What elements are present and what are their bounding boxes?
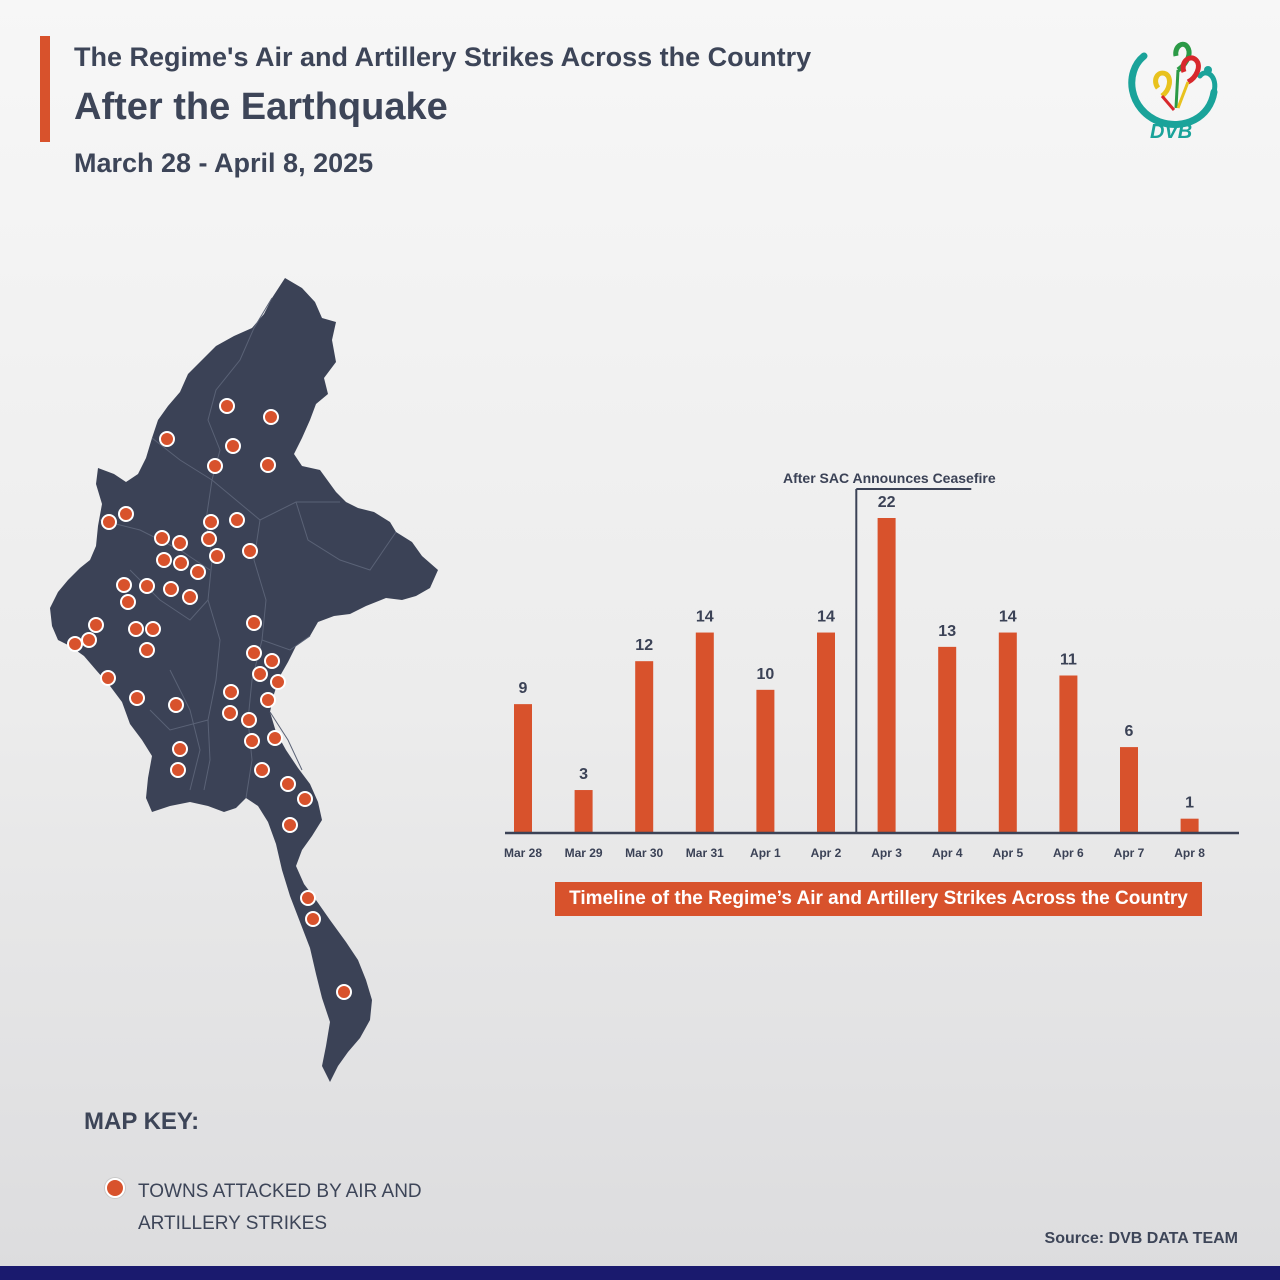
bar-apr-4 [938, 646, 957, 833]
value-label-mar-30: 12 [635, 637, 653, 654]
value-label-apr-1: 10 [757, 666, 775, 683]
tick-label-apr-7: Apr 7 [1114, 846, 1145, 860]
tick-label-mar-28: Mar 28 [504, 846, 542, 860]
tick-label-apr-6: Apr 6 [1053, 846, 1084, 860]
myanmar-map [50, 278, 438, 1082]
value-label-apr-3: 22 [878, 494, 896, 511]
map-key-marker-icon [105, 1178, 125, 1198]
tick-label-mar-31: Mar 31 [686, 846, 724, 860]
tick-label-apr-4: Apr 4 [932, 846, 963, 860]
bar-apr-5 [998, 632, 1017, 833]
source-credit: Source: DVB DATA TEAM [1044, 1230, 1238, 1247]
bottom-bar [0, 1266, 1280, 1280]
value-label-apr-7: 6 [1125, 723, 1134, 740]
bar-mar-29 [574, 790, 593, 833]
bar-apr-3 [877, 518, 896, 833]
tick-label-mar-30: Mar 30 [625, 846, 663, 860]
bar-apr-7 [1120, 747, 1138, 833]
value-label-apr-2: 14 [817, 609, 835, 626]
title-accent-bar [40, 36, 50, 142]
strikes-bar-chart: 9 3 12 14 10 14 22 13 14 11 6 1 Mar 28 Mar 29 Mar 30 M… [504, 470, 1239, 860]
value-label-apr-8: 1 [1185, 795, 1194, 812]
bar-mar-31 [695, 632, 714, 833]
tick-label-apr-3: Apr 3 [871, 846, 902, 860]
value-label-apr-6: 11 [1060, 652, 1077, 669]
country-shape [50, 278, 438, 1082]
bar-mar-28 [514, 704, 532, 833]
ceasefire-annotation: After SAC Announces Ceasefire [783, 470, 996, 486]
value-label-mar-29: 3 [579, 766, 588, 783]
bar-apr-1 [756, 689, 775, 833]
dvb-logo-text: DVB [1150, 121, 1192, 143]
value-label-apr-5: 14 [999, 609, 1017, 626]
map-key-label: TOWNS ATTACKED BY AIR AND ARTILLERY STRI… [138, 1181, 422, 1234]
map-key-title: MAP KEY: [84, 1108, 200, 1135]
date-range: March 28 - April 8, 2025 [74, 148, 374, 178]
dvb-logo: DVB [1128, 41, 1218, 143]
tick-label-apr-8: Apr 8 [1174, 846, 1205, 860]
value-label-mar-28: 9 [519, 680, 528, 697]
bar-apr-2 [817, 632, 835, 833]
value-label-mar-31: 14 [696, 609, 714, 626]
page-subtitle: After the Earthquake [74, 86, 448, 128]
bar-apr-6 [1059, 675, 1078, 833]
tick-label-mar-29: Mar 29 [565, 846, 603, 860]
bar-mar-30 [635, 661, 654, 833]
strike-markers [67, 398, 352, 1000]
tick-label-apr-2: Apr 2 [811, 846, 842, 860]
tick-label-apr-5: Apr 5 [992, 846, 1023, 860]
chart-title: Timeline of the Regime’s Air and Artille… [555, 882, 1202, 916]
tick-label-apr-1: Apr 1 [750, 846, 781, 860]
bar-apr-8 [1180, 818, 1199, 833]
page-title: The Regime's Air and Artillery Strikes A… [74, 42, 812, 72]
value-label-apr-4: 13 [938, 623, 956, 640]
